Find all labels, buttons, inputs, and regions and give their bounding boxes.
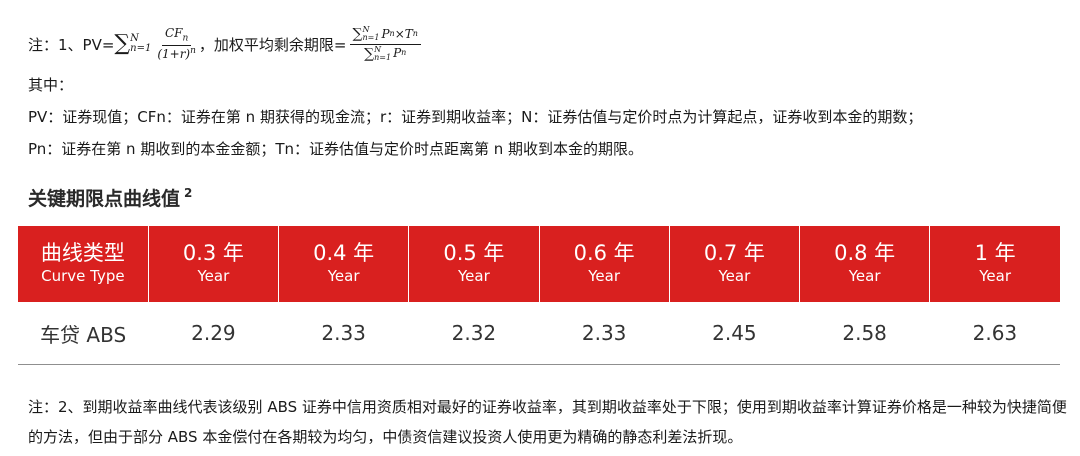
header-cell: 曲线类型 Curve Type bbox=[18, 226, 149, 302]
header-cell: 0.7 年 Year bbox=[669, 226, 801, 302]
definitions-line-1: PV：证券现值；CFn：证券在第 n 期获得的现金流；r：证券到期收益率；N：证… bbox=[28, 108, 923, 126]
header-cell: 0.4 年 Year bbox=[278, 226, 410, 302]
value-cell: 2.33 bbox=[278, 302, 409, 365]
header-cn: 曲线类型 bbox=[40, 240, 125, 265]
header-en: Year bbox=[718, 267, 751, 286]
header-cn: 1 年 bbox=[974, 240, 1016, 265]
value-cell: 2.29 bbox=[148, 302, 279, 365]
wal-den-sub: n bbox=[401, 48, 407, 58]
value-cell: 2.45 bbox=[669, 302, 800, 365]
table-header-row: 曲线类型 Curve Type 0.3 年 Year 0.4 年 Year 0.5 年… bbox=[18, 226, 1060, 302]
header-cell: 0.5 年 Year bbox=[408, 226, 540, 302]
wal-num-term: P bbox=[381, 26, 390, 41]
header-en: Year bbox=[979, 267, 1011, 286]
formula-note: 注：1、PV= ∑ N n=1 CFn (1+r)n ，加权平均剩余期限= ∑ … bbox=[28, 24, 424, 64]
header-cn: 0.7 年 bbox=[703, 240, 765, 265]
sum-symbol: ∑ bbox=[352, 26, 363, 43]
header-cell: 0.6 年 Year bbox=[539, 226, 670, 302]
pv-denominator-sup: n bbox=[190, 46, 196, 57]
wal-num-lower: n=1 bbox=[362, 33, 380, 43]
value-cell: 2.32 bbox=[408, 302, 539, 365]
pv-sum-limits: N n=1 bbox=[130, 32, 152, 55]
pv-fraction: CFn (1+r)n bbox=[157, 25, 196, 62]
header-cn: 0.4 年 bbox=[313, 240, 375, 265]
wal-times-sub: n bbox=[412, 28, 418, 38]
header-cell: 0.8 年 Year bbox=[799, 226, 931, 302]
header-cell: 1 年 Year bbox=[929, 226, 1060, 302]
wal-den-term: P bbox=[393, 46, 402, 61]
value-cell: 2.33 bbox=[539, 302, 670, 365]
sum-symbol: ∑ bbox=[364, 45, 375, 62]
header-en: Year bbox=[848, 267, 881, 286]
header-cn: 0.3 年 bbox=[182, 240, 244, 265]
header-cn: 0.6 年 bbox=[573, 240, 635, 265]
definitions-line-2: Pn：证券在第 n 期收到的本金金额；Tn：证券估值与定价时点距离第 n 期收到… bbox=[28, 140, 644, 158]
pv-sum-lower: n=1 bbox=[130, 43, 152, 54]
curve-table: 曲线类型 Curve Type 0.3 年 Year 0.4 年 Year 0.5 年… bbox=[18, 226, 1060, 365]
pv-numerator-sub: n bbox=[182, 33, 189, 44]
wal-den-upper: N bbox=[374, 44, 382, 54]
footnote-2: 注：2、到期收益率曲线代表该级别 ABS 证券中信用资质相对最好的证券收益率，其… bbox=[28, 398, 1067, 446]
pv-sum-upper: N bbox=[130, 32, 139, 44]
where-label: 其中： bbox=[28, 76, 74, 94]
pv-numerator: CF bbox=[164, 25, 183, 40]
wal-den-lower: n=1 bbox=[374, 52, 392, 62]
value-cell: 2.58 bbox=[799, 302, 930, 365]
header-en: Year bbox=[327, 267, 360, 286]
footnote-mark: 2 bbox=[184, 186, 193, 200]
table-row: 车贷 ABS 2.29 2.33 2.32 2.33 2.45 2.58 2.6… bbox=[18, 302, 1060, 365]
value-cell: 2.63 bbox=[929, 302, 1060, 365]
header-en: Year bbox=[588, 267, 620, 286]
pv-denominator: (1+r) bbox=[157, 47, 191, 62]
wal-num-sub: n bbox=[389, 28, 395, 38]
section-title: 关键期限点曲线值 2 bbox=[28, 184, 192, 211]
wal-num-upper: N bbox=[362, 24, 370, 34]
curve-type-cell: 车贷 ABS bbox=[18, 302, 149, 365]
wal-times: ×T bbox=[394, 26, 413, 41]
formula-suffix: ，加权平均剩余期限= bbox=[198, 35, 347, 54]
header-en: Curve Type bbox=[41, 267, 125, 286]
header-cn: 0.8 年 bbox=[834, 240, 896, 265]
header-en: Year bbox=[197, 267, 230, 286]
section-title-text: 关键期限点曲线值 bbox=[28, 188, 181, 210]
formula-prefix: 注：1、PV= bbox=[28, 35, 115, 54]
header-cn: 0.5 年 bbox=[443, 240, 505, 265]
header-cell: 0.3 年 Year bbox=[148, 226, 280, 302]
sum-symbol: ∑ bbox=[114, 31, 131, 56]
header-en: Year bbox=[457, 267, 490, 286]
